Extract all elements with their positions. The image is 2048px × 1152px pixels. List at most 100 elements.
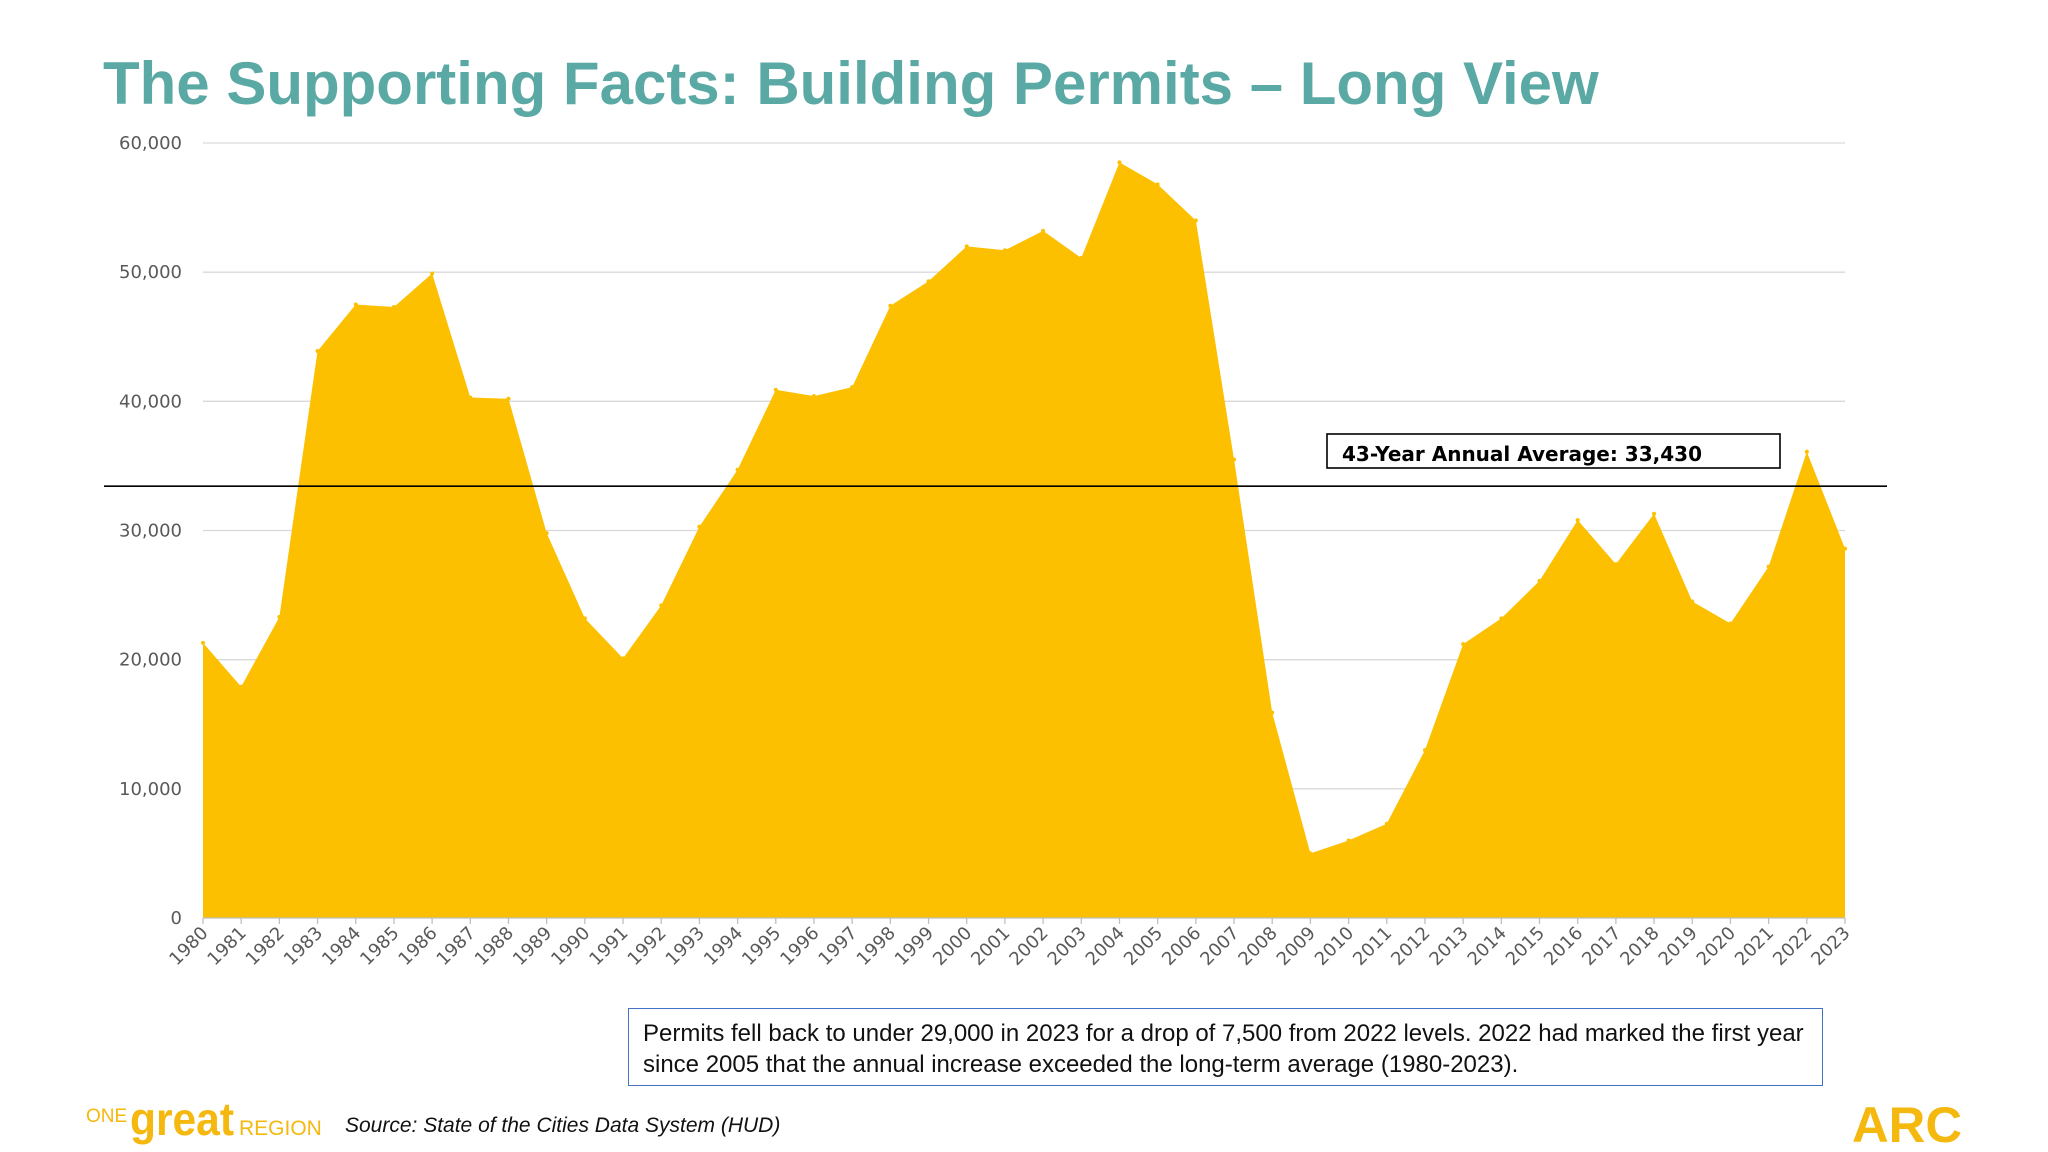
x-tick-label: 1980	[165, 923, 212, 970]
data-point-2022	[1804, 449, 1809, 454]
x-tick-label: 2014	[1464, 923, 1511, 970]
data-point-2003	[1079, 255, 1084, 260]
x-tick-label: 2002	[1005, 923, 1052, 970]
data-point-2011	[1384, 821, 1389, 826]
x-tick-label: 2012	[1387, 923, 1434, 970]
data-point-1987	[468, 395, 473, 400]
x-tick-label: 2021	[1731, 923, 1778, 970]
data-point-2015	[1537, 578, 1542, 583]
x-tick-label: 1989	[509, 923, 556, 970]
data-point-1991	[621, 656, 626, 661]
series	[201, 160, 1847, 918]
source-text: Source: State of the Cities Data System …	[345, 1114, 781, 1137]
x-tick-label: 1990	[547, 923, 594, 970]
data-point-2012	[1422, 748, 1427, 753]
data-point-1983	[315, 348, 320, 353]
data-point-2004	[1117, 160, 1122, 165]
y-tick-label: 10,000	[119, 779, 182, 800]
x-tick-label: 2020	[1693, 923, 1740, 970]
x-tick-label: 2005	[1120, 923, 1167, 970]
x-tick-label: 1985	[356, 923, 403, 970]
arc-logo-text: ARC	[1852, 1098, 1962, 1148]
y-axis: 0 10,000 20,000 30,000 40,000 50,000 60,000	[119, 133, 182, 929]
data-point-1998	[888, 303, 893, 308]
x-tick-label: 2015	[1502, 923, 1549, 970]
arc-logo: ARC	[1852, 1098, 1962, 1148]
data-point-2019	[1690, 599, 1695, 604]
x-tick-label: 2016	[1540, 923, 1587, 970]
x-tick-label: 2011	[1349, 923, 1396, 970]
data-point-1992	[659, 603, 664, 608]
data-point-1999	[926, 279, 931, 284]
data-point-1997	[850, 385, 855, 390]
x-tick-label: 1998	[853, 923, 900, 970]
logo-word-one: ONE	[86, 1106, 127, 1127]
x-tick-label: 2000	[929, 923, 976, 970]
data-point-2007	[1232, 457, 1237, 462]
data-point-2000	[964, 244, 969, 249]
average-label: 43-Year Annual Average: 33,430	[1342, 442, 1702, 466]
x-tick-label: 1986	[394, 923, 441, 970]
logo-word-region: REGION	[239, 1117, 322, 1140]
slide-title: The Supporting Facts: Building Permits –…	[103, 50, 1599, 117]
data-point-2010	[1346, 838, 1351, 843]
x-tick-label: 1987	[433, 923, 480, 970]
x-tick-label: 1996	[776, 923, 823, 970]
data-point-2006	[1193, 218, 1198, 223]
permits-area	[203, 162, 1845, 918]
data-point-2008	[1270, 710, 1275, 715]
y-tick-label: 60,000	[119, 133, 182, 154]
data-point-2005	[1155, 182, 1160, 187]
x-tick-label: 1995	[738, 923, 785, 970]
data-point-1985	[391, 305, 396, 310]
x-tick-label: 2006	[1158, 923, 1205, 970]
x-tick-label: 2013	[1425, 923, 1472, 970]
annotation-box: Permits fell back to under 29,000 in 202…	[628, 1008, 1823, 1086]
x-tick-label: 2018	[1616, 923, 1663, 970]
permits-area-chart: 0 10,000 20,000 30,000 40,000 50,000 60,000 19…	[104, 133, 1887, 970]
data-point-2002	[1041, 228, 1046, 233]
x-tick-label: 2009	[1273, 923, 1320, 970]
x-tick-label: 2010	[1311, 923, 1358, 970]
data-point-1990	[582, 616, 587, 621]
x-tick-label: 2004	[1082, 923, 1129, 970]
data-point-2009	[1308, 851, 1313, 856]
x-tick-label: 2023	[1807, 923, 1854, 970]
x-tick-label: 2007	[1196, 923, 1243, 970]
data-point-1994	[735, 467, 740, 472]
y-tick-label: 50,000	[119, 262, 182, 283]
data-point-1993	[697, 524, 702, 529]
data-point-1996	[811, 394, 816, 399]
data-point-2016	[1575, 518, 1580, 523]
data-point-1982	[277, 615, 282, 620]
y-tick-label: 40,000	[119, 391, 182, 412]
data-point-1988	[506, 396, 511, 401]
data-point-2014	[1499, 616, 1504, 621]
x-tick-label: 2019	[1655, 923, 1702, 970]
average-reference: 43-Year Annual Average: 33,430	[104, 433, 1887, 487]
x-tick-label: 2008	[1235, 923, 1282, 970]
x-tick-label: 1991	[585, 923, 632, 970]
data-point-2018	[1652, 511, 1657, 516]
x-tick-label: 1982	[242, 923, 289, 970]
data-point-1980	[201, 640, 205, 645]
x-axis: 1980198119821983198419851986198719881989…	[165, 917, 1855, 970]
data-point-1984	[353, 302, 358, 307]
data-point-2017	[1613, 562, 1618, 567]
one-great-region-logo: ONE great REGION	[86, 1095, 322, 1145]
x-tick-label: 2017	[1578, 923, 1625, 970]
x-tick-label: 1999	[891, 923, 938, 970]
x-tick-label: 1984	[318, 923, 365, 970]
data-point-2023	[1843, 546, 1847, 551]
data-point-2021	[1766, 564, 1771, 569]
data-point-1981	[239, 684, 244, 689]
data-point-2001	[1002, 248, 1007, 253]
x-tick-label: 1997	[814, 923, 861, 970]
x-tick-label: 2003	[1044, 923, 1091, 970]
x-tick-label: 1992	[624, 923, 671, 970]
average-label-box	[1326, 433, 1781, 469]
x-tick-label: 1994	[700, 923, 747, 970]
y-tick-label: 0	[171, 908, 182, 929]
data-point-1986	[430, 271, 435, 276]
x-tick-label: 1993	[662, 923, 709, 970]
